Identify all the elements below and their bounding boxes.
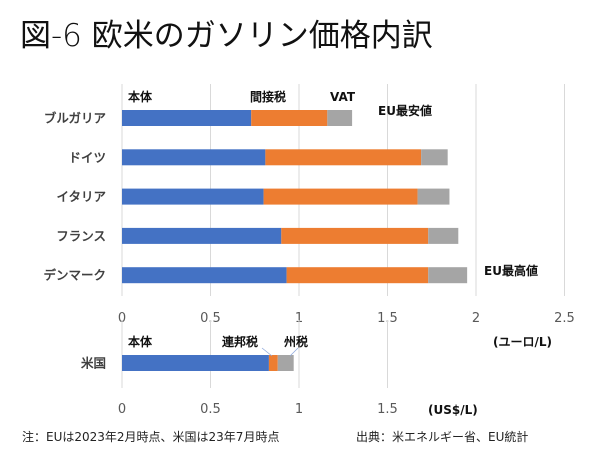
bar-segment [265, 149, 422, 166]
bar-segment [251, 110, 328, 126]
source-note: 出典：米エネルギー省、EU統計 [356, 430, 529, 444]
eu-tick-labels: 0 0.5 1 1.5 2 2.5 [118, 311, 575, 326]
legend-label-base: 本体 [128, 89, 153, 104]
us-gridlines [121, 320, 388, 388]
legend-label-vat: VAT [330, 90, 356, 104]
tick-label: 2 [472, 311, 480, 326]
legend-label-federal-tax: 連邦税 [222, 334, 258, 349]
annotation-eu-min: EU最安値 [378, 103, 432, 118]
bar-segment [327, 110, 353, 126]
bar-segment [122, 110, 252, 126]
leader-line-state-tax [289, 347, 299, 357]
us-axis-unit: (US$/L) [428, 403, 478, 417]
bar-segment [268, 355, 278, 371]
bar-segment [281, 227, 429, 244]
eu-axis-unit: (ユーロ/L) [493, 335, 552, 349]
category-label: イタリア [56, 189, 106, 204]
leader-line-federal-tax [261, 347, 273, 357]
category-label: ドイツ [68, 150, 106, 165]
bar-segment [277, 355, 294, 371]
legend-label-us-base: 本体 [128, 334, 153, 349]
bar-segment [122, 227, 282, 244]
bar-segment [417, 188, 450, 205]
annotation-eu-max: EU最高値 [484, 263, 538, 278]
bar-segment [122, 149, 266, 166]
chart-title: 図-6 欧米のガソリン価格内訳 [20, 18, 433, 54]
bar-segment [428, 227, 459, 244]
tick-label: 0.5 [200, 311, 221, 326]
bar-segment [286, 267, 429, 284]
tick-label: 1.5 [377, 402, 398, 417]
tick-label: 1.5 [377, 311, 398, 326]
bar-segment [122, 267, 287, 284]
tick-label: 1 [295, 402, 303, 417]
category-label: デンマーク [43, 268, 106, 283]
category-label: ブルガリア [44, 111, 106, 126]
tick-label: 0.5 [200, 402, 221, 417]
us-bars [122, 355, 294, 371]
legend-label-indirect-tax: 間接税 [250, 89, 286, 104]
bar-segment [122, 188, 264, 205]
bar-segment [428, 267, 468, 284]
eu-bars [122, 110, 468, 284]
us-tick-labels: 0 0.5 1 1.5 [118, 402, 398, 417]
category-label: 米国 [80, 356, 106, 371]
bar-segment [122, 355, 269, 371]
footnote: 注：EUは2023年2月時点、米国は23年7月時点 [22, 430, 280, 444]
tick-label: 0 [118, 311, 126, 326]
tick-label: 0 [118, 402, 126, 417]
legend-label-state-tax: 州税 [283, 334, 308, 349]
category-label: フランス [56, 228, 106, 243]
us-category-labels: 米国 [80, 356, 106, 371]
bar-segment [421, 149, 448, 166]
tick-label: 1 [295, 311, 303, 326]
bar-segment [263, 188, 418, 205]
tick-label: 2.5 [554, 311, 575, 326]
